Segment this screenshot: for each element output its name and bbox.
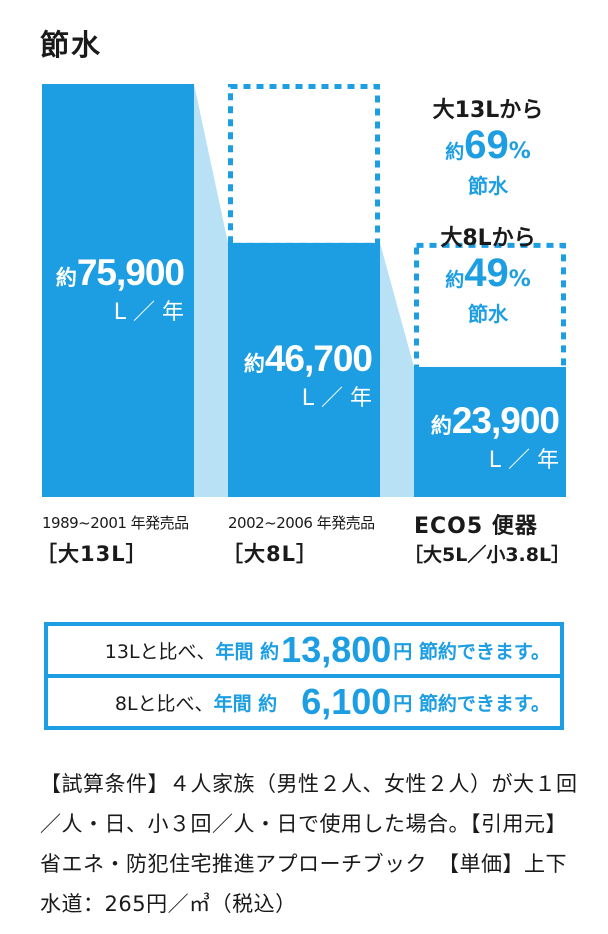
calculation-note: 【試算条件】４人家族（男性２人、女性２人）が大１回／人・日、小３回／人・日で使用… [40,772,578,916]
saving-from: 大8Lから [440,226,536,251]
dashed-outline [228,84,380,248]
bar-value: 23,900 [451,400,560,441]
bar-group [42,84,566,497]
dashed-outline-group [228,84,566,372]
water-chart [42,84,566,497]
saving-callout-2: 大8Lから 約49% 節水 [418,226,558,326]
summary-tail: 円 節約できます。 [393,692,550,715]
percent-sign: % [508,267,531,292]
summary-lead: 8Lと比べ、 [114,692,214,715]
summary-amount: 13,800 [281,629,392,670]
saving-prefix: 約 [445,269,465,291]
summary-lead: 13Lと比べ、 [104,640,216,663]
summary-row-2: 8Lと比べ、 年間 約 6,100 円 節約できます。 [48,678,560,726]
category-label-2-bottom: ［大8L］ [222,542,318,566]
category-label-1-top: 1989~2001 年発売品 [42,514,189,532]
summary-mid: 年間 約 [213,692,278,715]
bar-value: 46,700 [264,338,373,379]
saving-callout-1: 大13Lから 約69% 節水 [418,98,558,198]
bar-connector [194,84,228,497]
connector-group [194,84,414,497]
summary-tail: 円 節約できます。 [393,640,550,663]
bar-label-prefix: 約 [55,266,77,290]
saving-suffix: 節水 [468,302,508,326]
dashed-outline [414,242,566,372]
savings-summary-box: 13Lと比べ、 年間 約 13,800 円 節約できます。 8Lと比べ、 年間 … [44,622,564,730]
saving-prefix: 約 [445,141,465,163]
summary-amount: 6,100 [301,681,392,722]
summary-row-1: 13Lと比べ、 年間 約 13,800 円 節約できます。 [48,626,560,674]
bar-value: 75,900 [76,252,185,293]
page-title: 節水 [40,28,103,62]
category-label-2-top: 2002~2006 年発売品 [228,514,375,532]
saving-percent: 約69% [418,124,558,174]
saving-percent: 約49% [418,252,558,302]
saving-number: 69 [464,123,509,167]
bar-unit: L ／ 年 [488,448,559,473]
saving-from: 大13Lから [432,98,544,123]
bar [42,84,194,497]
bar-label-prefix: 約 [243,352,265,376]
bar [228,242,380,497]
summary-divider [48,674,560,678]
bar-unit: L ／ 年 [113,300,184,325]
category-label-3-bottom: ［大5L／小3.8L］ [404,544,571,566]
bar-label-2: 約46,700 L ／ 年 [228,338,373,412]
category-label-3-top: ECO5 便器 [414,514,538,539]
saving-suffix: 節水 [468,174,508,198]
bar [414,366,566,497]
summary-mid: 年間 約 [215,640,280,663]
category-label-1-bottom: ［大13L］ [36,542,148,566]
bar-label-prefix: 約 [430,414,452,438]
bar-label-3: 約23,900 L ／ 年 [415,400,560,474]
percent-sign: % [508,139,531,164]
bar-unit: L ／ 年 [301,386,372,411]
bar-connector [380,242,414,497]
bar-label-1: 約75,900 L ／ 年 [42,252,185,326]
saving-number: 49 [464,251,509,295]
